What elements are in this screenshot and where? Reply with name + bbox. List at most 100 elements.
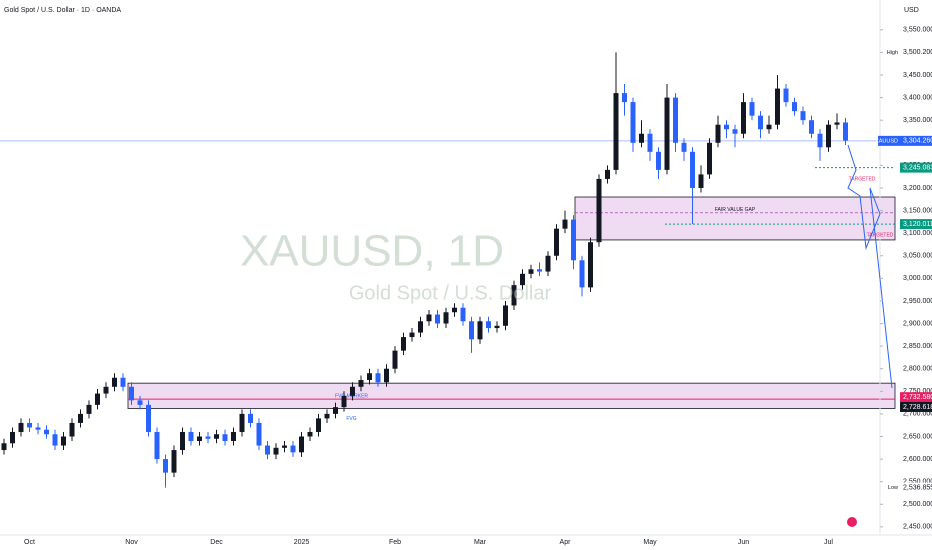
- candle-body: [324, 413, 330, 419]
- candle-body: [44, 429, 49, 435]
- y-tick-label: 3,150.00000: [903, 207, 932, 214]
- candle-body: [486, 321, 491, 329]
- x-tick-label: Jul: [824, 539, 833, 546]
- candle-body: [137, 400, 143, 405]
- candle-body: [579, 260, 585, 288]
- candle-body: [639, 133, 644, 143]
- candle-body: [690, 151, 695, 188]
- candle-body: [197, 436, 202, 442]
- x-tick-label: May: [643, 539, 657, 546]
- y-tick-label: 2,550.00000: [903, 479, 932, 486]
- candle-body: [248, 413, 253, 423]
- candle-body: [613, 93, 619, 170]
- chart-title: Gold Spot / U.S. Dollar · 1D · OANDA: [4, 7, 121, 14]
- candle-body: [724, 124, 729, 130]
- candle-body: [537, 269, 542, 272]
- y-tick-label: 2,500.00000: [903, 501, 932, 508]
- candle-body: [758, 115, 763, 130]
- candle-body: [222, 434, 228, 442]
- candle-body: [188, 431, 194, 442]
- candle-body: [265, 445, 270, 455]
- y-tick-label: 3,200.00000: [903, 185, 932, 192]
- candle-body: [435, 314, 440, 324]
- candle-body: [707, 142, 712, 175]
- price-tag-name: XAUUSD: [875, 138, 898, 144]
- candle-body: [95, 393, 100, 405]
- price-tag-label: 3,245.08368: [903, 164, 932, 171]
- candle-body: [792, 102, 797, 112]
- candle-body: [290, 445, 296, 453]
- y-tick-label: 2,650.00000: [903, 433, 932, 440]
- watermark-sub: Gold Spot / U.S. Dollar: [349, 282, 552, 304]
- candle-body: [426, 314, 432, 322]
- candle-body: [401, 337, 406, 351]
- price-tag-name-bg: [878, 135, 900, 146]
- candle-body: [367, 373, 372, 381]
- candle-body: [35, 427, 41, 430]
- candle-body: [103, 386, 109, 394]
- candle-body: [664, 97, 670, 170]
- x-tick-label: Mar: [474, 539, 487, 546]
- candle-body: [350, 386, 355, 396]
- candle-body: [112, 377, 117, 387]
- candle-body: [256, 422, 262, 446]
- price-tag-name: High: [887, 50, 898, 56]
- candle-body: [273, 447, 279, 455]
- candle-body: [647, 133, 653, 152]
- y-tick-label: 3,350.00000: [903, 117, 932, 124]
- zone: [127, 382, 896, 409]
- candle-body: [477, 321, 483, 340]
- candle-body: [358, 380, 364, 387]
- y-tick-label: 3,050.00000: [903, 253, 932, 260]
- price-tag-label: 2,732.58064: [903, 394, 932, 401]
- candle-body: [180, 431, 185, 451]
- candle-body: [120, 377, 126, 387]
- candle-body: [656, 151, 661, 170]
- price-tag: [900, 162, 932, 173]
- price-tag-label: 2,728.61848: [903, 404, 932, 411]
- candle-body: [545, 255, 551, 272]
- price-tag-label: 3,304.26000: [903, 138, 932, 145]
- x-tick-label: Oct: [24, 539, 35, 546]
- y-tick-label: 3,400.00000: [903, 94, 932, 101]
- candle-body: [732, 129, 738, 134]
- flag-icon: [847, 517, 857, 527]
- candle-body: [673, 97, 678, 143]
- price-tag: [900, 219, 932, 230]
- y-tick-label: 2,850.00000: [903, 343, 932, 350]
- candle-body: [171, 450, 177, 473]
- y-tick-label: 3,550.00000: [903, 27, 932, 34]
- x-tick-label: Dec: [210, 539, 223, 546]
- candle-body: [571, 219, 576, 261]
- candle-body: [392, 350, 398, 369]
- price-tag: [900, 482, 932, 493]
- candle-body: [316, 418, 321, 432]
- candle-body: [299, 436, 304, 453]
- price-tag-name: Low: [888, 485, 898, 491]
- candle-body: [783, 88, 789, 103]
- y-tick-label: 2,600.00000: [903, 456, 932, 463]
- candle-body: [511, 285, 517, 306]
- candle-body: [469, 321, 474, 340]
- candle-body: [69, 422, 75, 437]
- y-tick-label: 2,750.00000: [903, 388, 932, 395]
- candle-body: [205, 436, 211, 439]
- candle-body: [52, 434, 58, 446]
- candle-body: [10, 431, 15, 444]
- candle-body: [333, 407, 338, 414]
- candle-body: [78, 413, 83, 423]
- currency: USD: [904, 7, 919, 14]
- y-tick-label: 2,900.00000: [903, 320, 932, 327]
- candle-body: [800, 111, 806, 121]
- candle-body: [503, 305, 508, 326]
- x-tick-label: Apr: [560, 539, 572, 546]
- candle-body: [749, 102, 755, 116]
- candle-body: [282, 445, 287, 448]
- candle-body: [588, 242, 593, 288]
- candle-body: [409, 332, 415, 338]
- price-tag: [900, 392, 932, 403]
- candle-body: [231, 431, 236, 442]
- zone: [574, 196, 896, 241]
